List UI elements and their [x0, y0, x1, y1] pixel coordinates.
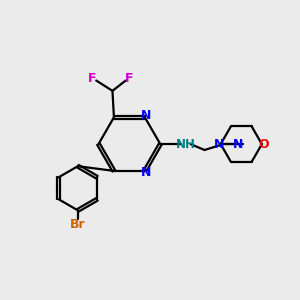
Text: NH: NH: [176, 139, 195, 152]
Text: F: F: [88, 72, 97, 85]
Text: N: N: [140, 110, 151, 122]
Text: Br: Br: [70, 218, 86, 231]
Text: O: O: [258, 138, 269, 151]
Text: N: N: [140, 166, 151, 179]
Text: F: F: [125, 72, 134, 85]
Text: N: N: [214, 138, 224, 151]
Text: N: N: [233, 138, 244, 151]
